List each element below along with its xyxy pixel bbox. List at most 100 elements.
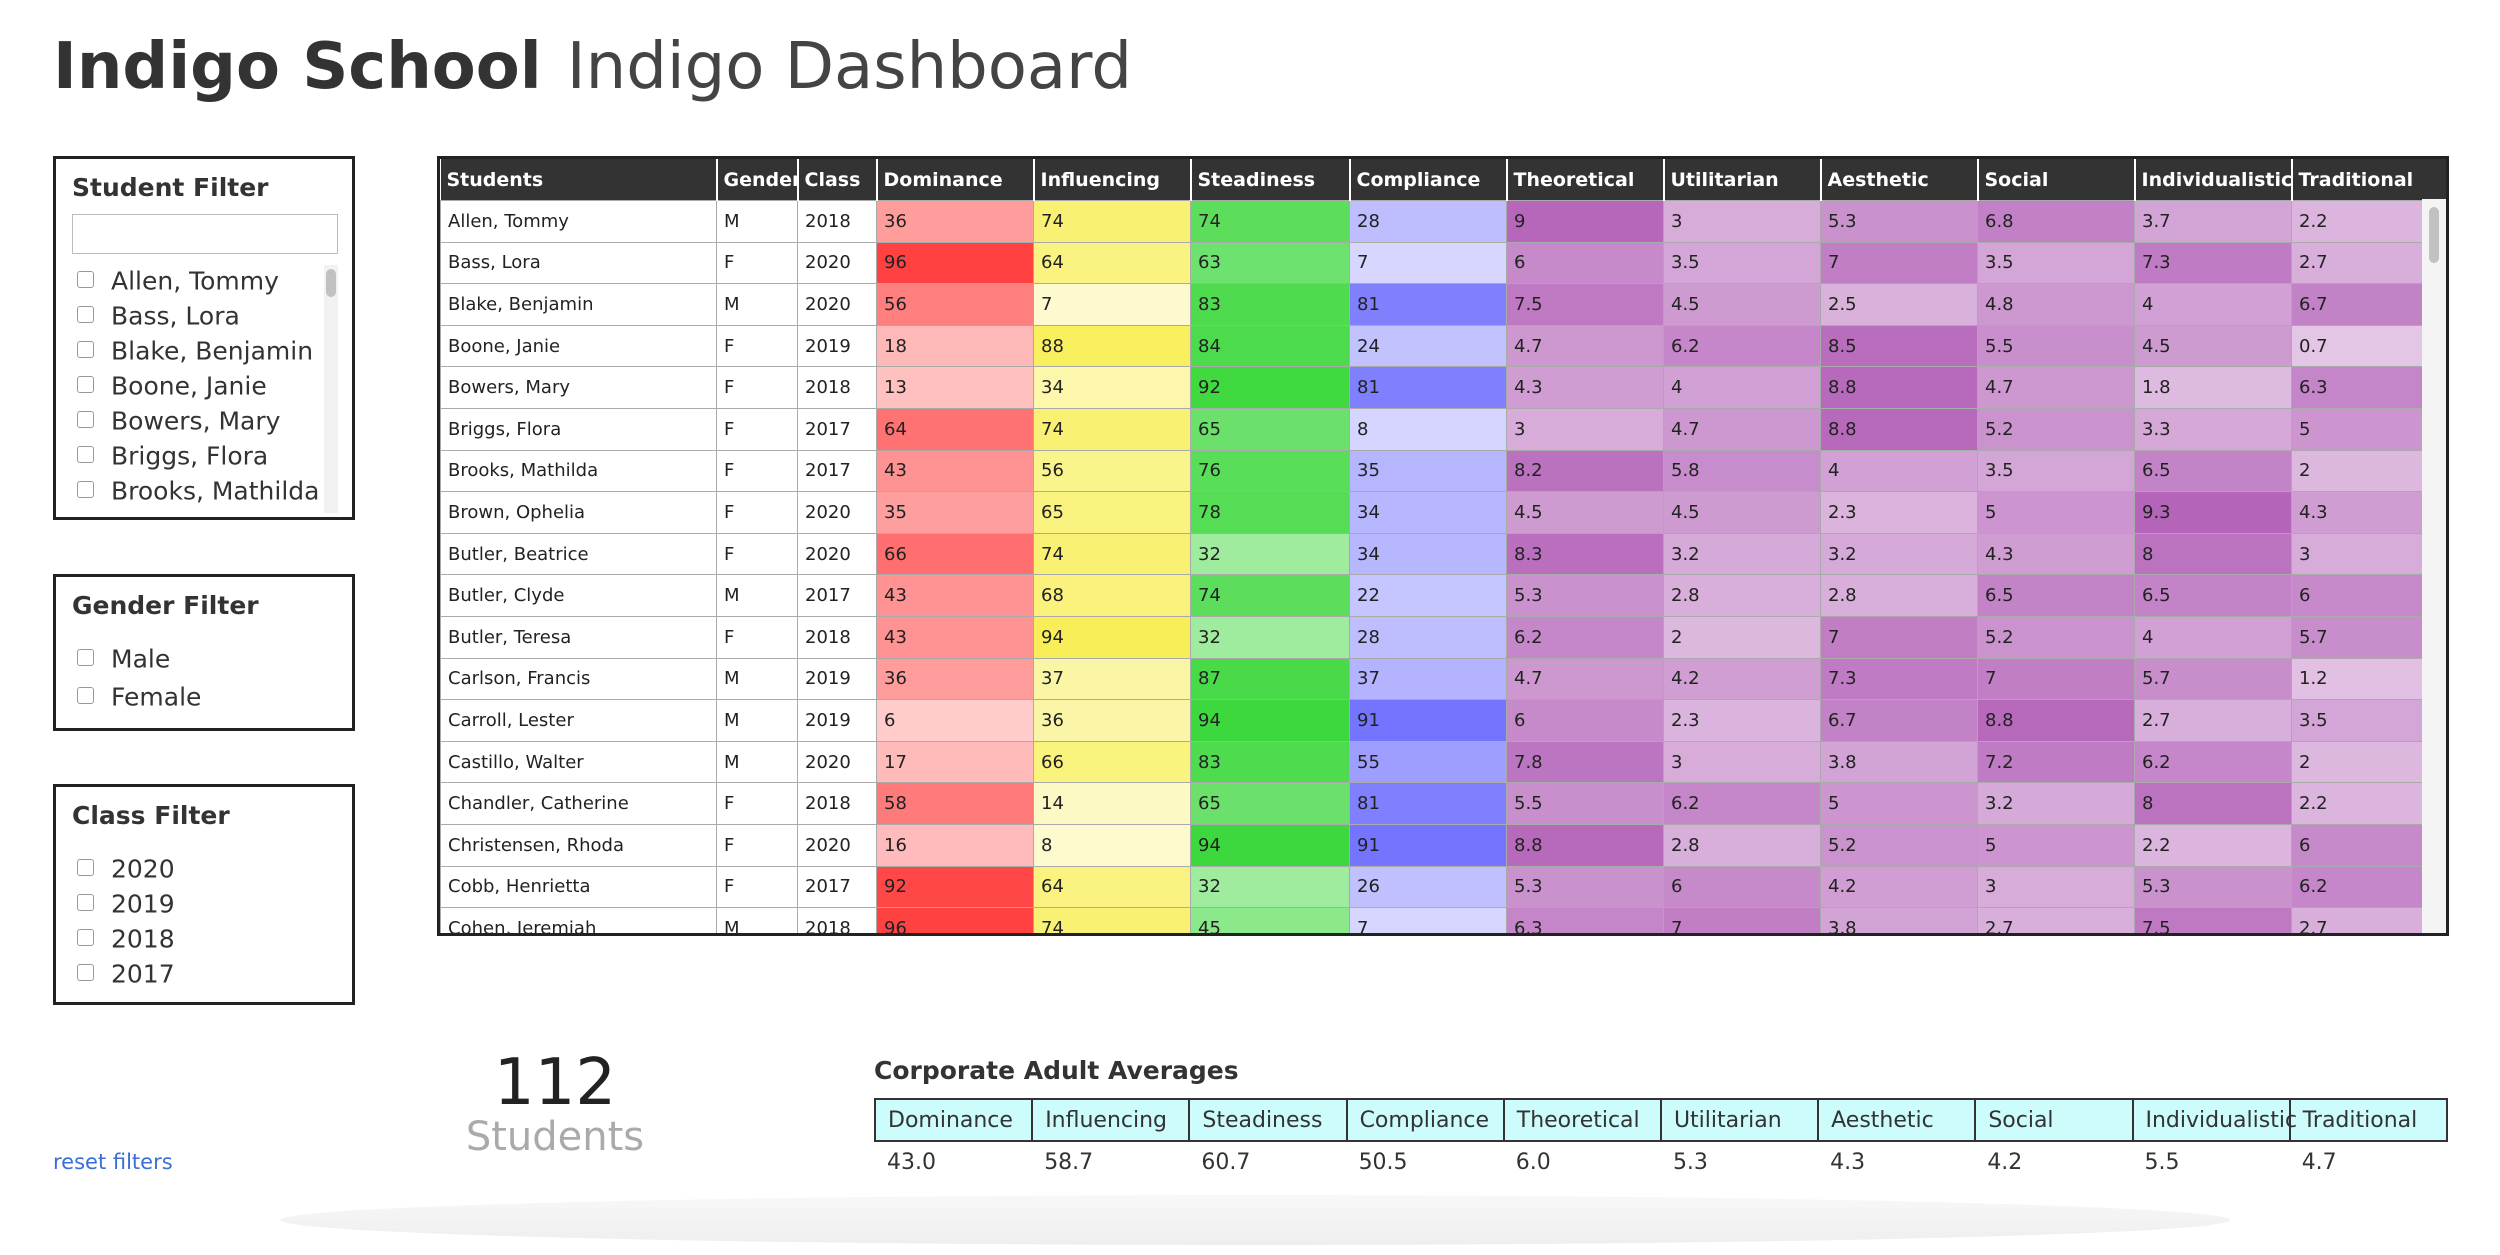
column-header-theoretical[interactable]: Theoretical <box>1506 159 1665 201</box>
class-option-2019[interactable]: 2019 <box>72 888 175 923</box>
cell-compliance: 28 <box>1349 616 1507 659</box>
table-row[interactable]: Brown, Ophelia F 2020 35 65 78 34 4.5 4.5 2.3 5 9.3… <box>440 491 2446 534</box>
cell-compliance: 28 <box>1349 200 1507 243</box>
cell-steadiness: 78 <box>1190 491 1350 534</box>
table-row[interactable]: Brooks, Mathilda F 2017 43 56 76 35 8.2 5.8 4 3.5 6… <box>440 449 2446 493</box>
reset-filters-link[interactable]: reset filters <box>53 1150 173 1174</box>
cell-dominance: 36 <box>876 200 1034 243</box>
cell-theoretical: 5.5 <box>1506 782 1664 825</box>
averages-header-individualistic: Individualistic <box>2131 1098 2297 1142</box>
class-checkbox[interactable] <box>77 928 94 946</box>
cell-aesthetic: 2.5 <box>1820 283 1978 326</box>
column-header-compliance[interactable]: Compliance <box>1349 159 1508 201</box>
page-heading: Indigo School Indigo Dashboard <box>53 30 1132 110</box>
gender-checkbox[interactable] <box>77 648 94 666</box>
cell-individualistic: 1.8 <box>2134 366 2292 410</box>
column-header-traditional[interactable]: Traditional <box>2291 159 2446 201</box>
table-row[interactable]: Butler, Beatrice F 2020 66 74 32 34 8.3 3.2 3.2 4.… <box>440 532 2446 576</box>
column-header-steadiness[interactable]: Steadiness <box>1190 159 1351 201</box>
column-header-utilitarian[interactable]: Utilitarian <box>1663 159 1822 201</box>
cell-gender: F <box>716 782 798 825</box>
column-header-gender[interactable]: Gender <box>716 159 799 201</box>
table-row[interactable]: Bowers, Mary F 2018 13 34 92 81 4.3 4 8.8 4.7 1.8 6.… <box>440 366 2446 410</box>
class-option-2020[interactable]: 2020 <box>72 853 175 888</box>
student-search-input[interactable] <box>72 214 338 254</box>
table-row[interactable]: Castillo, Walter M 2020 17 66 83 55 7.8 3 3.8 7.2 6… <box>440 740 2446 784</box>
table-row[interactable]: Bass, Lora F 2020 96 64 63 7 6 3.5 7 3.5 7.3 2.7 <box>440 241 2446 285</box>
table-row[interactable]: Briggs, Flora F 2017 64 74 65 8 3 4.7 8.8 5.2 3.3 5 <box>440 408 2446 451</box>
class-checkbox[interactable] <box>77 963 94 981</box>
column-header-influencing[interactable]: Influencing <box>1033 159 1192 201</box>
table-row[interactable]: Blake, Benjamin M 2020 56 7 83 81 7.5 4.5 2.5 4.8 4… <box>440 283 2446 326</box>
class-option-2017[interactable]: 2017 <box>72 958 175 993</box>
class-checkbox[interactable] <box>77 858 94 876</box>
cell-individualistic: 4 <box>2134 283 2292 326</box>
table-row[interactable]: Allen, Tommy M 2018 36 74 74 28 9 3 5.3 6.8 3.7 2.2 <box>440 200 2446 243</box>
table-scrollbar[interactable] <box>2422 199 2446 933</box>
column-header-individualistic[interactable]: Individualistic <box>2134 159 2293 201</box>
cell-utilitarian: 4 <box>1663 366 1821 410</box>
gender-option-label: Female <box>111 682 202 712</box>
gender-checkbox[interactable] <box>77 686 94 704</box>
cell-class: 2017 <box>797 865 877 909</box>
student-option-boone-janie[interactable]: Boone, Janie <box>72 370 338 405</box>
averages-value-steadiness: 60.7 <box>1201 1149 1251 1175</box>
cell-steadiness: 32 <box>1190 616 1350 659</box>
column-header-class[interactable]: Class <box>797 159 878 201</box>
cell-traditional: 5 <box>2291 408 2446 451</box>
cell-influencing: 14 <box>1033 782 1191 825</box>
table-row[interactable]: Boone, Janie F 2019 18 88 84 24 4.7 6.2 8.5 5.5 4.5… <box>440 324 2446 368</box>
averages-header-row: Dominance Influencing Steadiness Compliance… <box>873 1098 2449 1142</box>
student-option-bowers-mary[interactable]: Bowers, Mary <box>72 405 338 440</box>
student-checkbox[interactable] <box>77 305 94 323</box>
cell-steadiness: 92 <box>1190 366 1350 410</box>
table-row[interactable]: Cohen, Jeremiah M 2018 96 74 45 7 6.3 7 3.8 2.7 7.5… <box>440 907 2446 933</box>
cell-traditional: 4.3 <box>2291 491 2446 534</box>
cell-dominance: 13 <box>876 366 1034 410</box>
table-row[interactable]: Butler, Clyde M 2017 43 68 74 22 5.3 2.8 2.8 6.5 6.… <box>440 574 2446 618</box>
student-checkbox[interactable] <box>77 340 94 358</box>
cell-aesthetic: 8.5 <box>1820 324 1978 368</box>
student-checkbox[interactable] <box>77 270 94 288</box>
column-header-social[interactable]: Social <box>1977 159 2136 201</box>
cell-influencing: 74 <box>1033 907 1191 933</box>
student-list-scroll-thumb[interactable] <box>326 269 336 297</box>
cell-aesthetic: 4.2 <box>1820 865 1978 909</box>
table-row[interactable]: Chandler, Catherine F 2018 58 14 65 81 5.5 6.2 5 3… <box>440 782 2446 825</box>
cell-influencing: 74 <box>1033 200 1191 243</box>
students-table-container[interactable]: Students Gender Class Dominance Influencing S… <box>437 156 2449 936</box>
student-option-allen-tommy[interactable]: Allen, Tommy <box>72 265 338 300</box>
student-options-list[interactable]: Allen, Tommy Bass, Lora Blake, Benjamin Boo… <box>72 265 338 513</box>
student-option-blake-benjamin[interactable]: Blake, Benjamin <box>72 335 338 370</box>
student-list-scrollbar[interactable] <box>324 265 338 513</box>
cell-traditional: 3 <box>2291 532 2446 576</box>
table-row[interactable]: Carroll, Lester M 2019 6 36 94 91 6 2.3 6.7 8.8 2.7… <box>440 699 2446 742</box>
cell-traditional: 6 <box>2291 574 2446 618</box>
student-option-brooks-mathilda[interactable]: Brooks, Mathilda <box>72 475 338 510</box>
student-option-briggs-flora[interactable]: Briggs, Flora <box>72 440 338 475</box>
table-row[interactable]: Butler, Teresa F 2018 43 94 32 28 6.2 2 7 5.2 4 5.7 <box>440 616 2446 659</box>
cell-compliance: 81 <box>1349 283 1507 326</box>
table-row[interactable]: Cobb, Henrietta F 2017 92 64 32 26 5.3 6 4.2 3 5.3 6… <box>440 865 2446 909</box>
table-row[interactable]: Carlson, Francis M 2019 36 37 87 37 4.7 4.2 7.3 7 5… <box>440 657 2446 701</box>
averages-header-theoretical: Theoretical <box>1502 1098 1662 1142</box>
student-checkbox[interactable] <box>77 375 94 393</box>
table-scroll-thumb[interactable] <box>2429 207 2439 263</box>
gender-option-female[interactable]: Female <box>72 681 201 719</box>
class-option-2018[interactable]: 2018 <box>72 923 175 958</box>
student-checkbox[interactable] <box>77 480 94 498</box>
averages-table: Dominance Influencing Steadiness Compliance… <box>873 1098 2449 1182</box>
cell-social: 5.5 <box>1977 324 2135 368</box>
class-checkbox[interactable] <box>77 893 94 911</box>
column-header-students[interactable]: Students <box>440 159 718 201</box>
student-checkbox[interactable] <box>77 445 94 463</box>
table-row[interactable]: Christensen, Rhoda F 2020 16 8 94 91 8.8 2.8 5.2 5… <box>440 824 2446 867</box>
student-checkbox[interactable] <box>77 410 94 428</box>
column-header-dominance[interactable]: Dominance <box>876 159 1035 201</box>
cell-compliance: 24 <box>1349 324 1507 368</box>
cell-utilitarian: 4.7 <box>1663 408 1821 451</box>
student-option-bass-lora[interactable]: Bass, Lora <box>72 300 338 335</box>
gender-option-male[interactable]: Male <box>72 643 201 681</box>
cell-aesthetic: 7 <box>1820 241 1978 285</box>
column-header-aesthetic[interactable]: Aesthetic <box>1820 159 1979 201</box>
